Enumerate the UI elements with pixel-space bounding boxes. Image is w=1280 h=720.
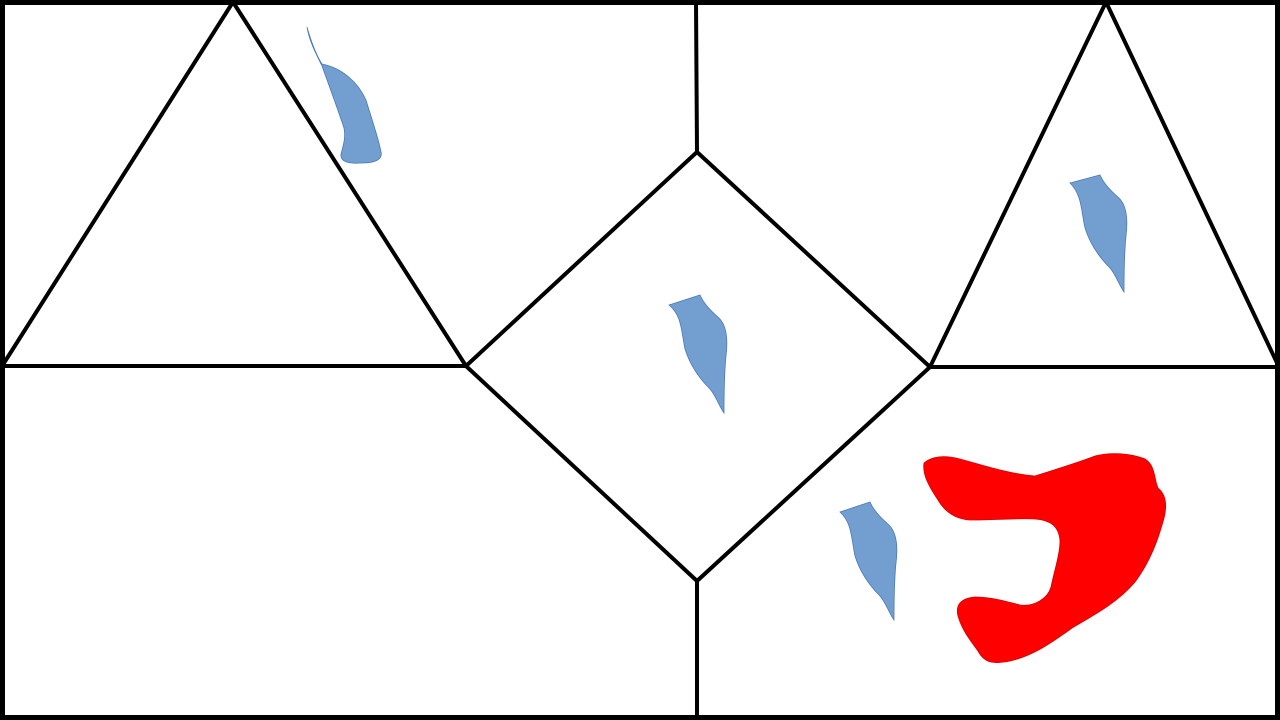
center-diamond	[464, 150, 932, 583]
blue-shape-center	[668, 294, 728, 415]
vertical-line-top	[694, 0, 699, 154]
blue-shape-top-left	[306, 26, 382, 164]
blue-shape-bottom-right	[839, 501, 898, 622]
blue-shape-right-triangle	[1069, 174, 1128, 294]
left-triangle	[2, 0, 468, 368]
red-shape	[923, 453, 1167, 663]
right-triangle	[928, 0, 1280, 369]
